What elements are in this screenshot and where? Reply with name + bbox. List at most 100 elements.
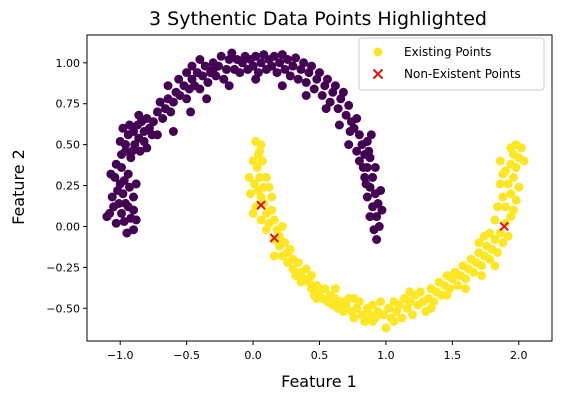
data-point xyxy=(352,146,362,156)
legend-label-non-existent: Non-Existent Points xyxy=(404,67,521,81)
synthetic-point-marker xyxy=(269,233,280,243)
data-point xyxy=(121,146,130,156)
data-point xyxy=(361,179,371,189)
y-axis-label: Feature 2 xyxy=(9,149,28,225)
y-tick-label: 0.75 xyxy=(56,98,81,111)
data-point xyxy=(186,107,196,117)
data-point xyxy=(325,97,335,107)
data-point xyxy=(267,205,277,215)
data-point xyxy=(277,251,287,261)
data-point xyxy=(123,169,133,179)
data-point xyxy=(493,248,502,258)
data-point xyxy=(360,316,370,326)
data-point xyxy=(261,172,271,182)
data-point xyxy=(129,225,138,235)
data-point xyxy=(426,303,436,313)
data-point xyxy=(320,284,330,294)
data-point xyxy=(453,280,463,290)
data-point xyxy=(498,169,508,179)
data-point xyxy=(129,127,138,136)
data-point xyxy=(227,48,237,58)
y-tick-label: 0.25 xyxy=(56,180,81,193)
data-point xyxy=(312,294,322,303)
data-point xyxy=(469,267,479,277)
data-point xyxy=(168,97,178,107)
y-tick-label: 0.50 xyxy=(56,139,81,152)
data-point xyxy=(267,192,277,202)
data-point xyxy=(114,199,124,208)
data-point xyxy=(182,94,192,104)
data-point xyxy=(110,172,120,182)
data-point xyxy=(155,97,165,107)
data-point xyxy=(187,61,197,71)
x-tick-label: 1.0 xyxy=(377,349,395,362)
axes-layer: −1.0 −0.5 0.0 0.5 1.0 1.5 2.0 −0.50 −0.25 0.00 0.2… xyxy=(46,34,553,362)
data-point xyxy=(479,231,489,241)
data-point xyxy=(493,202,502,212)
data-point xyxy=(257,156,267,166)
data-point xyxy=(248,208,258,218)
data-point xyxy=(307,271,316,280)
x-tick-label: 2.0 xyxy=(510,349,528,362)
data-point xyxy=(349,294,359,303)
data-point xyxy=(125,120,134,130)
data-point xyxy=(121,140,130,150)
data-point xyxy=(251,51,261,61)
data-point xyxy=(503,231,513,241)
data-point xyxy=(344,140,354,150)
data-point xyxy=(280,64,290,74)
data-point xyxy=(269,251,279,261)
data-point xyxy=(283,55,293,64)
data-point xyxy=(394,300,404,310)
y-tick-label: 0.00 xyxy=(56,220,81,233)
data-point xyxy=(416,287,425,297)
y-tick-label: −0.25 xyxy=(46,261,80,274)
data-point xyxy=(245,189,255,199)
data-point xyxy=(364,146,374,156)
data-point xyxy=(362,192,372,202)
data-point xyxy=(378,310,388,320)
data-point xyxy=(291,53,301,63)
data-point xyxy=(131,179,141,189)
data-point xyxy=(370,163,380,172)
data-point xyxy=(200,61,210,71)
data-point xyxy=(102,212,112,222)
data-point xyxy=(307,61,316,71)
synthetic-point-marker xyxy=(499,221,509,232)
data-point xyxy=(354,156,364,166)
data-point xyxy=(107,192,117,202)
legend-label-existing: Existing Points xyxy=(404,45,491,59)
data-point xyxy=(373,199,383,208)
data-point xyxy=(477,271,487,280)
data-point xyxy=(198,71,208,81)
data-point xyxy=(118,189,128,199)
data-point xyxy=(408,310,417,320)
data-point xyxy=(277,81,287,91)
data-point xyxy=(376,297,386,307)
data-point xyxy=(442,290,452,300)
data-point xyxy=(249,179,259,189)
data-point xyxy=(397,313,407,323)
data-point xyxy=(129,192,138,202)
synthetic-point-marker xyxy=(256,200,266,210)
data-point xyxy=(354,130,364,140)
data-point xyxy=(495,156,505,166)
data-point xyxy=(490,235,500,244)
data-point xyxy=(301,264,311,274)
data-point xyxy=(381,323,391,333)
data-point xyxy=(301,78,311,87)
data-point xyxy=(285,71,295,81)
data-point xyxy=(519,156,529,166)
data-point xyxy=(358,163,368,172)
data-point xyxy=(235,68,245,78)
data-point xyxy=(461,284,471,294)
data-point xyxy=(334,120,344,130)
legend: Existing Points Non-Existent Points xyxy=(358,37,545,91)
data-point xyxy=(255,146,265,156)
data-point xyxy=(495,179,505,189)
data-point xyxy=(352,114,362,123)
data-point xyxy=(152,107,162,117)
data-point xyxy=(163,81,173,91)
